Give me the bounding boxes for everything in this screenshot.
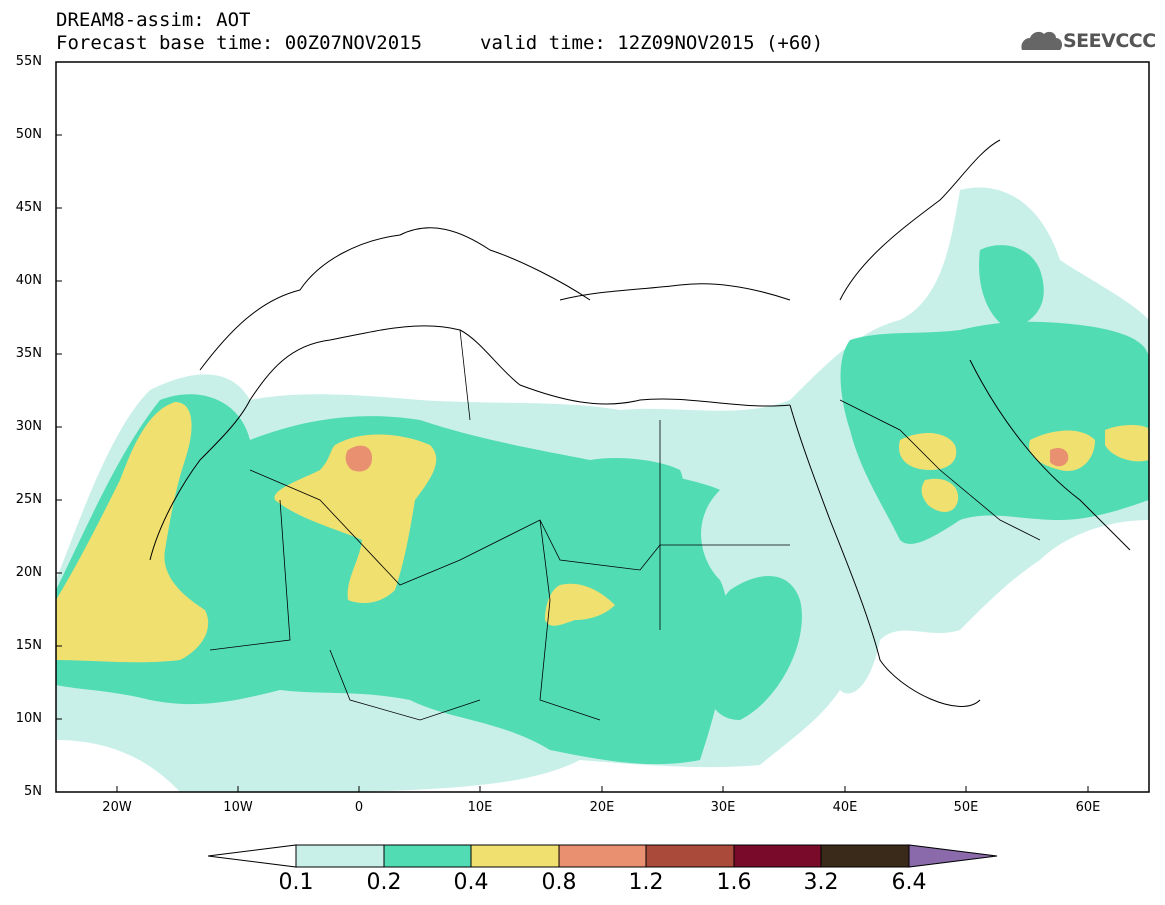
lat-label: 40N <box>15 273 42 288</box>
cloud-logo-icon <box>1021 31 1063 50</box>
lon-label: 10W <box>223 800 253 815</box>
valid-time: valid time: 12Z09NOV2015 (+60) <box>480 32 824 54</box>
colorbar-label: 0.4 <box>453 870 489 895</box>
colorbar-label: 0.8 <box>541 870 577 895</box>
colorbar-bin-7 <box>820 844 910 868</box>
colorbar-bin-2 <box>383 844 472 868</box>
colorbar-bin-1 <box>295 844 385 868</box>
lat-label: 35N <box>15 346 42 361</box>
axis-ticks <box>56 61 1089 792</box>
colorbar-label: 6.4 <box>891 870 927 895</box>
coastlines <box>149 139 1131 707</box>
lon-label: 10E <box>467 800 493 815</box>
colorbar-bin-below <box>207 844 297 868</box>
colorbar-bin-5 <box>645 844 735 868</box>
lat-label: 5N <box>24 784 42 799</box>
lon-label: 0 <box>354 800 364 815</box>
aot-layer-0.4-0.8 <box>56 402 1149 663</box>
colorbar-bin-3 <box>470 844 560 868</box>
lon-label: 50E <box>953 800 979 815</box>
lon-label: 20W <box>102 800 132 815</box>
colorbar-label: 1.6 <box>716 870 752 895</box>
lon-label: 60E <box>1075 800 1101 815</box>
colorbar-bin-4 <box>558 844 647 868</box>
lat-label: 20N <box>15 565 42 580</box>
country-borders <box>209 329 1041 721</box>
map-title: DREAM8-assim: AOT <box>56 9 251 31</box>
lon-label: 30E <box>710 800 736 815</box>
logo-text: SEEVCCC <box>1063 30 1156 52</box>
lat-label: 50N <box>15 127 42 142</box>
lat-label: 45N <box>15 200 42 215</box>
colorbar <box>207 844 998 868</box>
lon-label: 40E <box>832 800 858 815</box>
aot-layer-0.8-1.2 <box>345 445 1069 472</box>
colorbar-bin-6 <box>733 844 822 868</box>
colorbar-label: 0.2 <box>366 870 402 895</box>
colorbar-label: 0.1 <box>278 870 314 895</box>
lat-label: 10N <box>15 711 42 726</box>
lat-label: 25N <box>15 492 42 507</box>
lat-label: 15N <box>15 638 42 653</box>
base-time: Forecast base time: 00Z07NOV2015 <box>56 32 423 54</box>
lat-label: 30N <box>15 419 42 434</box>
colorbar-label: 1.2 <box>628 870 664 895</box>
lon-label: 20E <box>589 800 615 815</box>
colorbar-label: 3.2 <box>803 870 839 895</box>
lat-label: 55N <box>15 54 42 69</box>
colorbar-bin-above <box>908 844 998 868</box>
